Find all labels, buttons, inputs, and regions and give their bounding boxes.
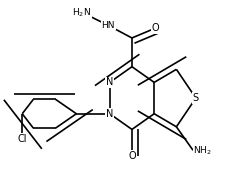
Text: O: O bbox=[152, 23, 159, 33]
Text: S: S bbox=[193, 93, 199, 103]
Text: O: O bbox=[128, 151, 136, 160]
Text: NH$_2$: NH$_2$ bbox=[193, 144, 212, 157]
Text: N: N bbox=[106, 77, 113, 87]
Text: H$_2$N: H$_2$N bbox=[72, 6, 91, 19]
Text: HN: HN bbox=[101, 21, 115, 30]
Text: N: N bbox=[106, 109, 113, 119]
Text: Cl: Cl bbox=[18, 134, 27, 143]
